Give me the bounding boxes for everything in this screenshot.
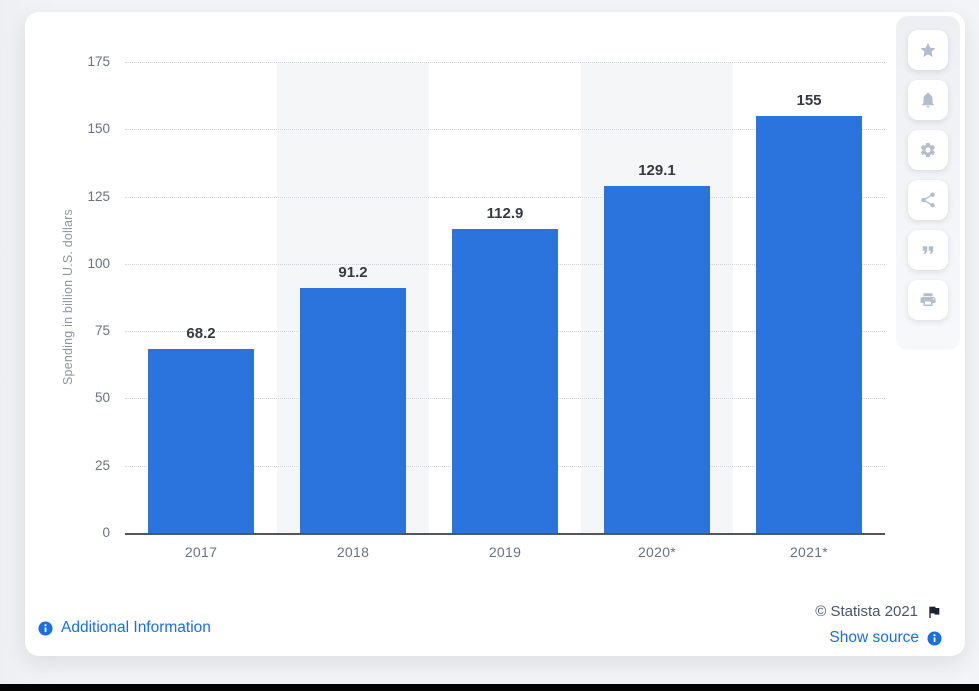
share-icon <box>921 192 935 208</box>
x-axis-line <box>125 533 885 535</box>
info-icon <box>927 630 942 646</box>
bar-2017[interactable] <box>148 349 254 533</box>
y-tick-label-125: 125 <box>87 189 110 204</box>
show-source-label: Show source <box>829 629 919 646</box>
quote-icon <box>922 246 934 254</box>
y-tick-label-0: 0 <box>102 525 110 540</box>
bar-value-label-2019: 112.9 <box>486 205 524 222</box>
y-tick-label-75: 75 <box>94 323 110 338</box>
bar-value-label-2020*: 129.1 <box>638 162 676 179</box>
y-axis-title: Spending in billion U.S. dollars <box>61 209 75 385</box>
gear-button[interactable] <box>908 130 948 170</box>
x-tick-label-2018: 2018 <box>336 544 370 560</box>
x-tick-label-2019: 2019 <box>488 544 522 560</box>
print-button[interactable] <box>908 280 948 320</box>
y-tick-label-150: 150 <box>87 121 110 136</box>
bar-2021*[interactable] <box>756 116 862 533</box>
gridline-150 <box>125 129 885 130</box>
bell-icon <box>922 92 934 108</box>
additional-information-link[interactable]: Additional Information <box>38 619 211 637</box>
gear-icon <box>920 142 935 158</box>
star-icon <box>920 42 936 57</box>
copyright: © Statista 2021 <box>815 603 942 620</box>
y-tick-label-175: 175 <box>87 54 110 69</box>
x-tick-label-2017: 2017 <box>184 544 218 560</box>
bar-2019[interactable] <box>452 229 558 533</box>
bar-value-label-2017: 68.2 <box>186 325 216 342</box>
print-icon <box>920 293 936 306</box>
bar-value-label-2021*: 155 <box>796 92 822 109</box>
show-source-link[interactable]: Show source <box>829 629 942 647</box>
x-tick-label-2020*: 2020* <box>637 544 677 560</box>
additional-information-label: Additional Information <box>61 619 211 636</box>
share-button[interactable] <box>908 180 948 220</box>
gridline-125 <box>125 197 885 198</box>
y-tick-label-25: 25 <box>94 458 110 473</box>
quote-button[interactable] <box>908 230 948 270</box>
y-tick-label-50: 50 <box>94 390 110 405</box>
x-tick-label-2021*: 2021* <box>789 544 829 560</box>
bar-2018[interactable] <box>300 288 406 533</box>
gridline-175 <box>125 62 885 63</box>
chart-card: 0 25 50 75 100 125 150 175 68.2 2017 91.2 2018 112.9… <box>25 12 965 656</box>
flag-icon[interactable] <box>926 604 942 620</box>
y-tick-label-100: 100 <box>87 256 110 271</box>
bell-button[interactable] <box>908 80 948 120</box>
footer-right: © Statista 2021 Show source <box>815 603 942 647</box>
bar-2020*[interactable] <box>604 186 710 533</box>
star-button[interactable] <box>908 30 948 70</box>
copyright-label: © Statista 2021 <box>815 603 918 620</box>
info-icon <box>38 620 53 636</box>
bar-value-label-2018: 91.2 <box>338 264 368 281</box>
window-edge <box>0 684 979 691</box>
